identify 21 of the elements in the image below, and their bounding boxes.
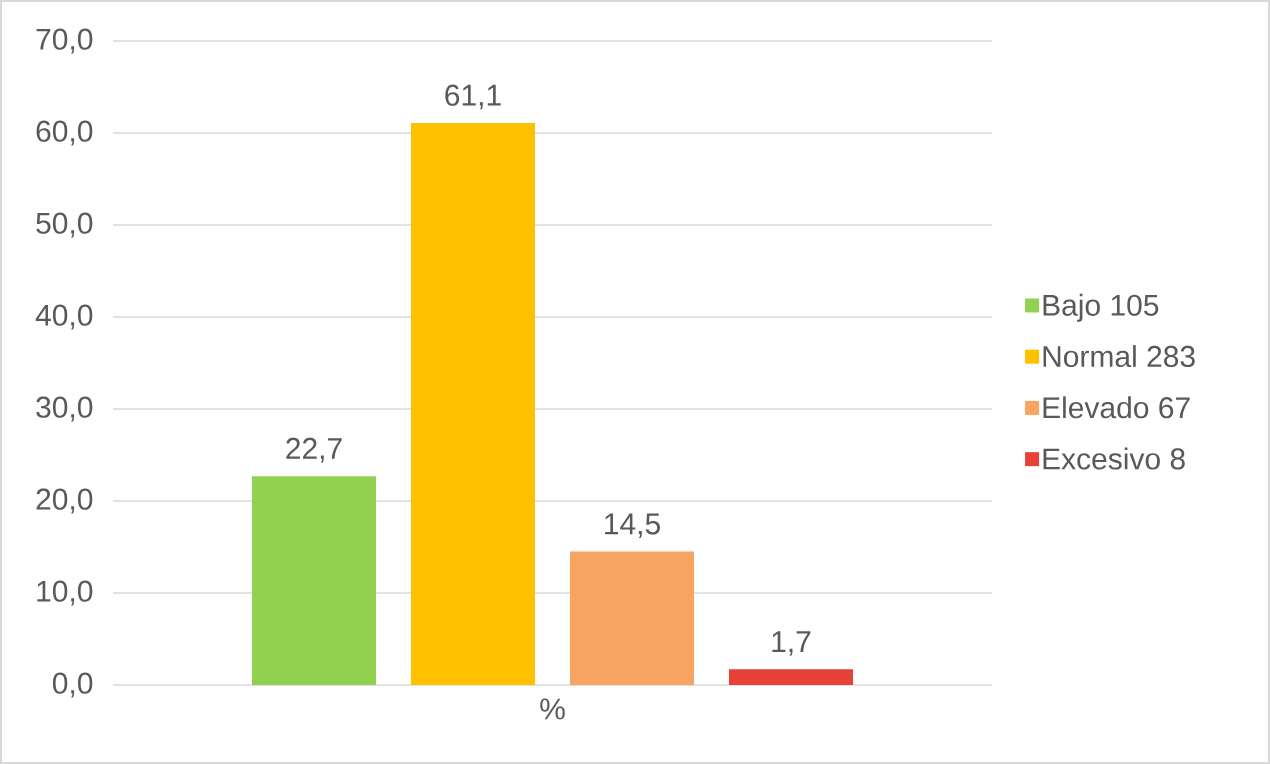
y-tick-label: 20,0: [36, 488, 93, 514]
y-tick-label: 30,0: [36, 396, 93, 422]
data-label: 1,7: [772, 631, 811, 656]
y-tick-label: 0,0: [52, 672, 93, 698]
legend-label: Bajo 105: [1043, 293, 1159, 322]
bar: [252, 476, 376, 685]
data-label: 61,1: [445, 84, 501, 110]
bar: [570, 551, 694, 685]
x-tick-label: %: [540, 698, 565, 720]
data-label: 14,5: [605, 513, 660, 539]
y-tick-label: 50,0: [36, 212, 93, 238]
legend-label: Normal 283: [1043, 345, 1195, 368]
data-label: 22,7: [286, 437, 342, 463]
y-tick-label: 70,0: [36, 28, 93, 54]
legend-label: Elevado 67: [1043, 396, 1190, 419]
bar: [411, 122, 535, 685]
y-tick-label: 10,0: [37, 580, 93, 606]
legend-label: Excesivo 8: [1043, 447, 1185, 470]
y-tick-label: 40,0: [35, 304, 93, 330]
y-tick-label: 60,0: [36, 120, 93, 146]
bar: [729, 669, 853, 685]
